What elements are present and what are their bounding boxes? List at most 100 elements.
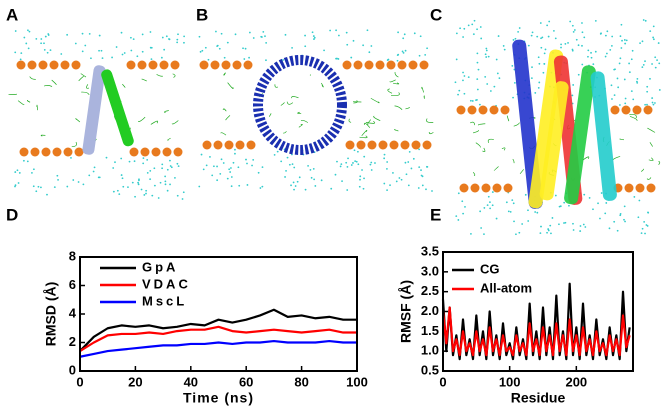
water-dot: [611, 98, 613, 100]
water-dot: [285, 169, 287, 172]
lipid-tail: [512, 158, 515, 164]
water-dot: [631, 49, 634, 52]
lipid-tail: [513, 122, 520, 127]
water-dot: [577, 44, 580, 47]
water-dot: [183, 41, 185, 44]
water-dot: [572, 229, 575, 231]
headgroup: [224, 140, 234, 150]
water-dot: [211, 174, 214, 177]
water-dot: [527, 44, 530, 47]
water-dot: [145, 192, 147, 195]
water-dot: [473, 19, 476, 22]
water-dot: [121, 53, 124, 56]
lipid-tail: [393, 82, 400, 85]
water-dot: [14, 30, 17, 32]
water-dot: [624, 97, 627, 100]
water-dot: [304, 188, 307, 191]
water-dot: [579, 230, 582, 232]
water-dot: [133, 160, 136, 163]
water-dot: [149, 31, 152, 33]
water-dot: [536, 35, 539, 38]
water-dot: [608, 227, 611, 230]
water-dot: [455, 32, 458, 35]
water-dot: [597, 202, 599, 205]
headgroup: [353, 60, 363, 70]
water-dot: [14, 171, 17, 173]
water-dot: [370, 169, 373, 171]
water-dot: [130, 49, 133, 52]
water-dot: [17, 182, 20, 184]
water-dot: [216, 179, 219, 182]
water-dot: [581, 31, 584, 34]
data-line: [441, 306, 631, 357]
water-dot: [457, 219, 460, 221]
headgroup: [71, 60, 81, 70]
legend-label: MscL: [142, 293, 187, 308]
water-dot: [261, 36, 263, 38]
lipid-tail: [353, 100, 358, 104]
water-dot: [486, 204, 489, 207]
water-dot: [307, 164, 309, 167]
water-dot: [638, 199, 641, 202]
water-dot: [153, 184, 156, 187]
water-dot: [355, 160, 358, 163]
water-dot: [540, 37, 542, 40]
headgroup: [173, 147, 183, 157]
water-dot: [337, 58, 340, 60]
water-dot: [480, 37, 483, 40]
headgroup: [19, 147, 29, 157]
water-dot: [354, 160, 357, 162]
lipid-tail: [225, 115, 231, 121]
water-dot: [599, 217, 601, 220]
water-dot: [392, 172, 394, 174]
water-dot: [401, 50, 404, 53]
water-dot: [558, 223, 560, 226]
water-dot: [495, 58, 498, 61]
headgroup: [140, 147, 150, 157]
panel-label: A: [6, 5, 18, 24]
water-dot: [98, 49, 100, 52]
lipid-tail: [274, 84, 278, 88]
water-dot: [646, 90, 649, 93]
lipid-tail: [280, 102, 285, 106]
water-dot: [137, 181, 139, 184]
lipid-tail: [426, 118, 434, 123]
water-dot: [419, 35, 422, 38]
water-dot: [77, 181, 80, 183]
water-dot: [101, 57, 104, 60]
water-dot: [35, 37, 38, 40]
water-dot: [237, 166, 240, 169]
lipid-tail: [648, 157, 654, 161]
water-dot: [149, 178, 152, 181]
water-dot: [334, 173, 337, 176]
headgroup: [162, 147, 172, 157]
legend-label: CG: [480, 261, 500, 276]
water-dot: [216, 44, 219, 47]
water-dot: [220, 32, 223, 35]
water-dot: [141, 33, 144, 36]
water-dot: [261, 166, 264, 169]
water-dot: [470, 232, 472, 235]
water-dot: [293, 188, 295, 191]
headgroup: [500, 105, 510, 115]
x-tick-label: 100: [499, 374, 521, 389]
water-dot: [489, 90, 492, 92]
water-dot: [291, 46, 293, 49]
water-dot: [336, 57, 338, 60]
water-dot: [471, 100, 474, 102]
water-dot: [35, 190, 38, 193]
water-dot: [238, 184, 241, 187]
water-dot: [582, 223, 585, 226]
water-dot: [264, 35, 266, 38]
water-dot: [513, 81, 516, 84]
water-dot: [544, 48, 547, 51]
water-dot: [621, 39, 623, 42]
water-dot: [66, 185, 69, 188]
water-dot: [383, 182, 386, 185]
water-dot: [543, 52, 546, 55]
water-dot: [623, 78, 626, 81]
water-dot: [485, 49, 488, 52]
water-dot: [583, 193, 586, 196]
headgroup: [456, 105, 466, 115]
water-dot: [169, 183, 171, 186]
